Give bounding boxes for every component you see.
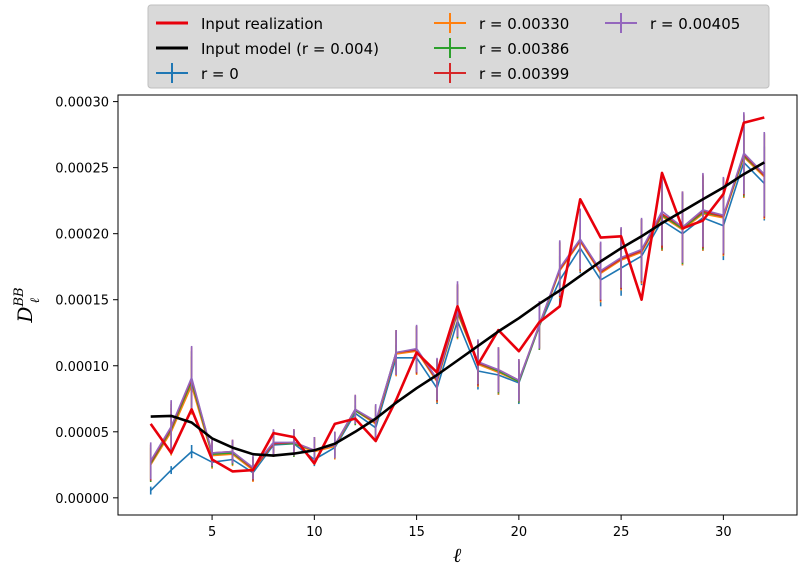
x-tick-label: 5 (208, 525, 216, 540)
x-tick-label: 15 (408, 525, 425, 540)
x-axis: 5 10 15 20 25 30 (208, 515, 732, 540)
legend-entry-r-0-00399: r = 0.00399 (434, 63, 569, 83)
series-line-input-model-r-0-004 (150, 161, 765, 457)
legend-label: r = 0.00405 (650, 15, 740, 33)
legend-label: r = 0.00330 (479, 15, 569, 33)
legend-entry-input-realization: Input realization (156, 15, 323, 33)
legend-entry-r-0: r = 0 (156, 63, 239, 83)
y-axis-label-subscript: ℓ (28, 297, 43, 303)
legend-label: r = 0 (201, 65, 239, 83)
y-tick-label: 0.00005 (55, 426, 109, 441)
y-axis-label-main: D (13, 307, 37, 324)
y-tick-label: 0.00025 (55, 162, 109, 177)
series-line-input-realization (149, 116, 765, 473)
legend-entry-r-0-00330: r = 0.00330 (434, 13, 569, 33)
y-tick-label: 0.00020 (55, 228, 109, 243)
series-input-model-r-0-004 (150, 161, 765, 457)
plot-series (149, 112, 766, 495)
x-tick-label: 30 (715, 525, 732, 540)
legend: Input realization Input model (r = 0.004)… (147, 4, 770, 89)
x-tick-label: 10 (306, 525, 323, 540)
legend-box (147, 4, 770, 89)
svg-text:DBBℓ: DBBℓ (12, 287, 43, 323)
series-input-realization (149, 116, 765, 473)
y-axis-label: DBBℓ (12, 287, 43, 323)
legend-entry-r-0-00405: r = 0.00405 (605, 13, 740, 33)
y-tick-label: 0.00030 (55, 96, 109, 111)
legend-label: r = 0.00399 (479, 65, 569, 83)
legend-entries: Input realization Input model (r = 0.004)… (156, 13, 740, 83)
x-tick-label: 25 (613, 525, 630, 540)
legend-label: Input realization (201, 15, 323, 33)
x-tick-label: 20 (511, 525, 528, 540)
plot-frame (117, 94, 798, 516)
y-tick-label: 0.00015 (55, 294, 109, 309)
x-axis-label: ℓ (453, 543, 462, 567)
y-axis-label-superscript: BB (12, 287, 27, 307)
y-tick-label: 0.00000 (55, 492, 109, 507)
legend-label: Input model (r = 0.004) (201, 40, 379, 58)
y-axis: 0.00000 0.00005 0.00010 0.00015 0.00020 0.000… (55, 96, 118, 507)
legend-entry-r-0-00386: r = 0.00386 (434, 38, 569, 58)
legend-entry-input-model-r-0-004: Input model (r = 0.004) (156, 40, 379, 58)
legend-label: r = 0.00386 (479, 40, 569, 58)
y-tick-label: 0.00010 (55, 360, 109, 375)
